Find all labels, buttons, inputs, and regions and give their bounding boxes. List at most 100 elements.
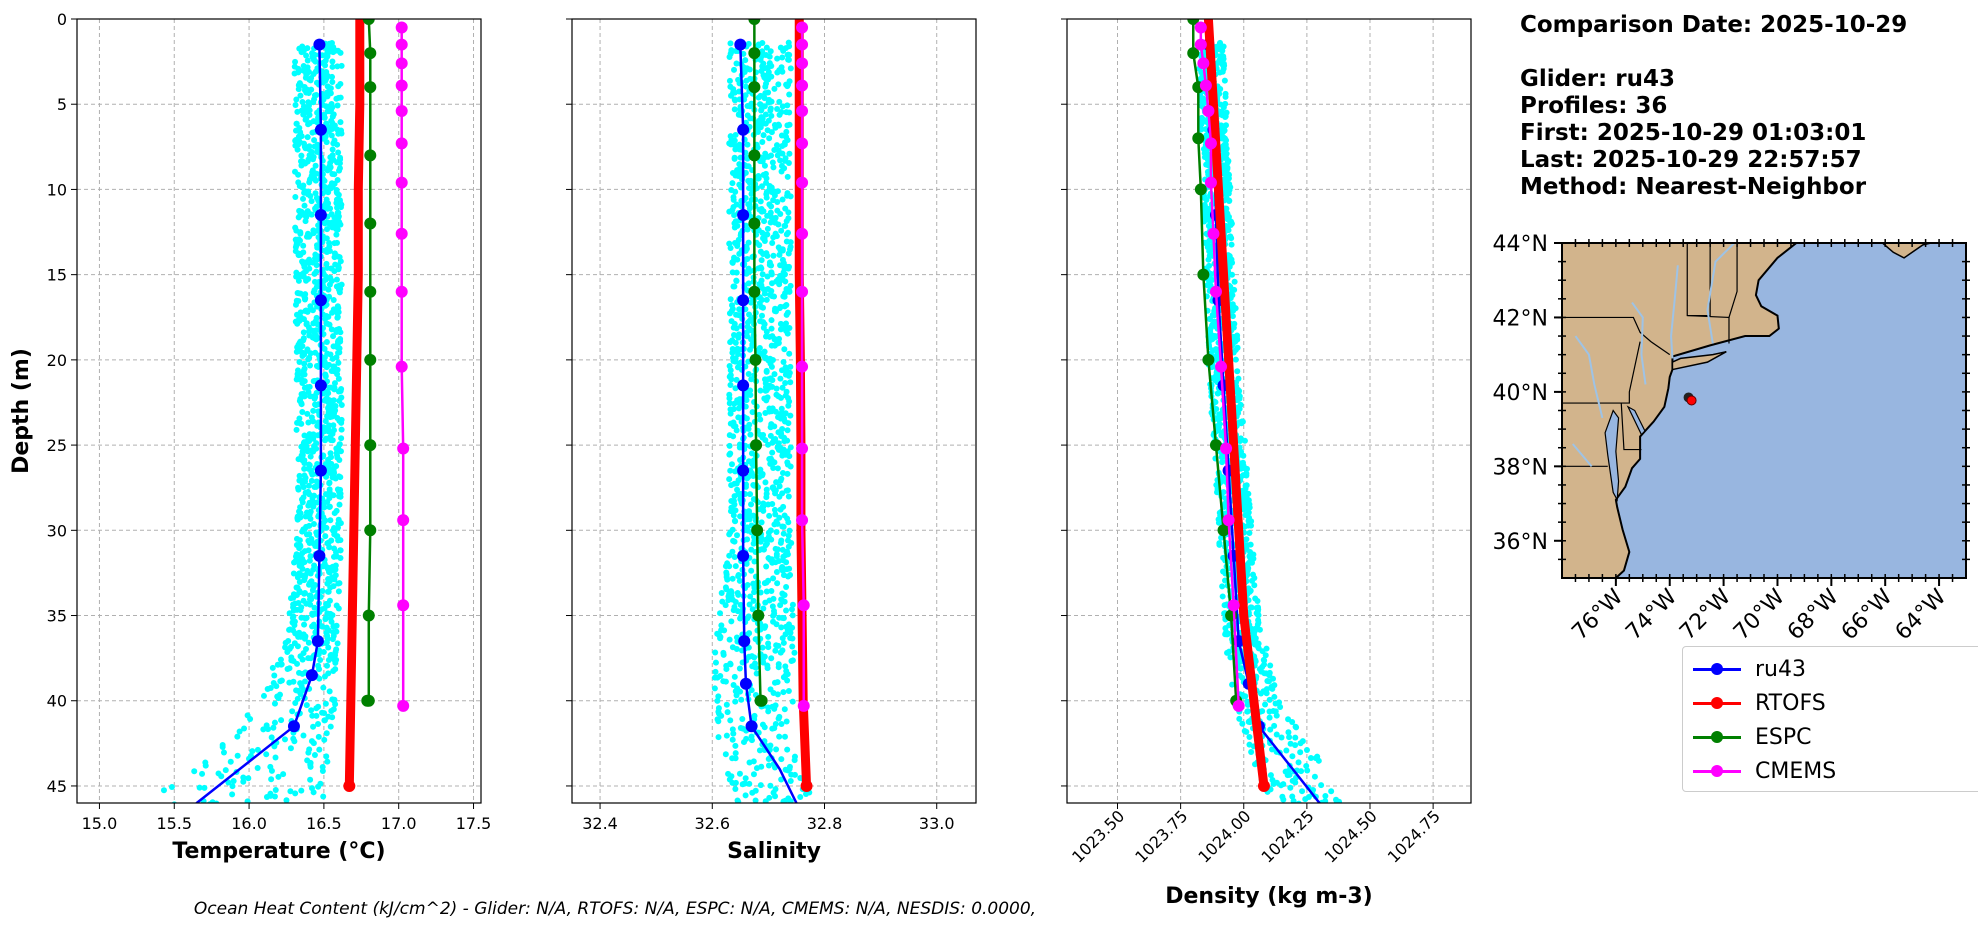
point-espc xyxy=(748,19,761,25)
scatter-point xyxy=(737,513,744,520)
scatter-point xyxy=(779,54,786,61)
scatter-point xyxy=(763,189,770,196)
point-ru43 xyxy=(739,677,752,690)
scatter-point xyxy=(329,146,336,153)
scatter-point xyxy=(781,222,788,229)
scatter-point xyxy=(1295,759,1302,766)
scatter-point xyxy=(310,407,317,414)
scatter-point xyxy=(770,234,777,241)
scatter-point xyxy=(1232,346,1239,353)
scatter-point xyxy=(275,773,282,780)
scatter-point xyxy=(723,586,730,593)
scatter-point xyxy=(726,776,733,783)
scatter-point xyxy=(736,665,743,672)
scatter-point xyxy=(746,201,753,208)
scatter-point xyxy=(774,546,781,553)
scatter-point xyxy=(304,86,311,93)
scatter-point xyxy=(306,522,313,529)
scatter-point xyxy=(771,521,778,528)
scatter-point xyxy=(786,565,793,572)
point-ru43 xyxy=(745,720,758,733)
scatter-point xyxy=(301,371,308,378)
scatter-point xyxy=(222,767,229,774)
scatter-point xyxy=(786,43,793,50)
scatter-point xyxy=(742,792,749,799)
point-espc xyxy=(749,353,762,366)
scatter-point xyxy=(736,141,743,148)
scatter-point xyxy=(1246,559,1253,566)
scatter-point xyxy=(213,800,220,803)
scatter-point xyxy=(755,128,762,135)
scatter-point xyxy=(298,787,305,794)
scatter-point xyxy=(325,128,332,135)
scatter-point xyxy=(299,98,306,105)
scatter-point xyxy=(306,531,313,538)
scatter-point xyxy=(1214,390,1221,397)
scatter-point xyxy=(732,698,739,705)
scatter-point xyxy=(787,629,794,636)
scatter-point xyxy=(747,593,754,600)
scatter-point xyxy=(782,410,789,417)
scatter-point xyxy=(305,639,312,646)
scatter-point xyxy=(305,102,312,109)
scatter-point xyxy=(301,465,308,472)
scatter-point xyxy=(786,453,793,460)
point-ru43 xyxy=(313,549,326,562)
scatter-point xyxy=(728,376,735,383)
scatter-point xyxy=(301,590,308,597)
scatter-point xyxy=(729,269,736,276)
scatter-point xyxy=(769,377,776,384)
scatter-point xyxy=(765,644,772,651)
scatter-point xyxy=(789,612,796,619)
scatter-point xyxy=(774,188,781,195)
scatter-point xyxy=(283,797,290,803)
state-border xyxy=(1562,341,1641,404)
scatter-point xyxy=(278,717,285,724)
scatter-point xyxy=(1267,726,1274,733)
scatter-point xyxy=(1222,93,1229,100)
scatter-point xyxy=(1212,377,1219,384)
scatter-point xyxy=(1236,419,1243,426)
scatter-point xyxy=(789,643,796,650)
scatter-point xyxy=(1289,777,1296,784)
scatter-point xyxy=(324,758,331,765)
scatter-point xyxy=(732,779,739,786)
scatter-point xyxy=(1283,747,1290,754)
scatter-point xyxy=(731,212,738,219)
scatter-point xyxy=(730,433,737,440)
scatter-point xyxy=(1224,159,1231,166)
scatter-point xyxy=(335,588,342,595)
scatter-point xyxy=(715,693,722,700)
point-ru43 xyxy=(314,209,327,221)
scatter-point xyxy=(745,163,752,170)
series-line-rtofs xyxy=(1203,19,1269,791)
scatter-point xyxy=(1241,495,1248,502)
scatter-point xyxy=(783,81,790,88)
scatter-point xyxy=(787,463,794,470)
scatter-point xyxy=(780,598,787,605)
scatter-point xyxy=(295,141,302,148)
scatter-point xyxy=(784,459,791,466)
scatter-point xyxy=(1209,336,1216,343)
scatter-point xyxy=(768,129,775,136)
scatter-point xyxy=(308,211,315,218)
scatter-point xyxy=(329,78,336,85)
scatter-point xyxy=(312,58,319,65)
scatter-point xyxy=(311,137,318,144)
scatter-point xyxy=(1198,126,1205,133)
scatter-point xyxy=(751,654,758,661)
scatter-point xyxy=(229,783,236,790)
scatter-point xyxy=(734,589,741,596)
scatter-point xyxy=(727,450,734,457)
map-lat-label: 42°N xyxy=(1493,306,1548,331)
scatter-point xyxy=(311,96,318,103)
scatter-point xyxy=(325,456,332,463)
map-lat-label: 44°N xyxy=(1493,232,1548,257)
info-panel: Comparison Date: 2025-10-29 Glider: ru43 P… xyxy=(1520,12,1907,201)
scatter-point xyxy=(786,287,793,294)
point-cmems xyxy=(395,79,408,92)
legend-label: ESPC xyxy=(1755,724,1812,750)
scatter-point xyxy=(1206,217,1213,224)
scatter-point xyxy=(737,457,744,464)
scatter-point xyxy=(777,394,784,401)
